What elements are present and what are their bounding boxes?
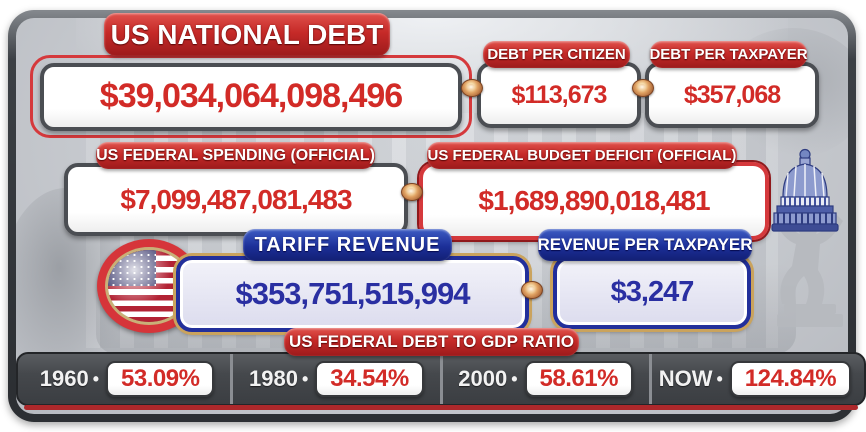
debt-per-taxpayer-title: DEBT PER TAXPAYER bbox=[649, 41, 808, 68]
gdp-cell-1960: 1960 • 53.09% bbox=[24, 354, 230, 404]
budget-deficit-title: US FEDERAL BUDGET DEFICIT (OFFICIAL) bbox=[427, 142, 737, 169]
national-debt-value: $39,034,064,098,496 bbox=[99, 77, 403, 115]
link-bead-icon bbox=[461, 79, 483, 97]
tariff-revenue-title: TARIFF REVENUE bbox=[243, 229, 452, 261]
debt-per-citizen-title: DEBT PER CITIZEN bbox=[483, 41, 630, 68]
link-bead-icon bbox=[401, 183, 423, 201]
debt-per-taxpayer-value: $357,068 bbox=[683, 80, 781, 109]
federal-spending-value: $7,099,487,081,483 bbox=[120, 183, 352, 215]
gdp-year-label: 2000 bbox=[458, 366, 508, 391]
link-bead-icon bbox=[632, 79, 654, 97]
debt-per-taxpayer-box: $357,068 bbox=[645, 62, 819, 128]
gdp-cell-2000: 2000 • 58.61% bbox=[439, 354, 649, 404]
national-debt-outline: $39,034,064,098,496 bbox=[30, 55, 472, 138]
gdp-value: 124.84% bbox=[744, 365, 837, 392]
revenue-per-taxpayer-box: $3,247 bbox=[553, 256, 751, 329]
gdp-value: 34.54% bbox=[330, 365, 409, 392]
budget-deficit-value: $1,689,890,018,481 bbox=[478, 185, 710, 216]
gdp-year-label: 1980 bbox=[249, 366, 298, 391]
capitol-dome-icon bbox=[771, 148, 839, 232]
federal-spending-box: $7,099,487,081,483 bbox=[64, 163, 408, 236]
gdp-value-box: 58.61% bbox=[524, 361, 633, 397]
revenue-per-taxpayer-value: $3,247 bbox=[610, 276, 695, 308]
link-bead-icon bbox=[521, 281, 543, 299]
separator-dot: • bbox=[511, 368, 518, 389]
gdp-cell-now: NOW • 124.84% bbox=[648, 354, 858, 404]
gdp-value-box: 124.84% bbox=[729, 361, 852, 397]
revenue-per-taxpayer-title: REVENUE PER TAXPAYER bbox=[537, 229, 753, 261]
gdp-cell-1980: 1980 • 34.54% bbox=[230, 354, 439, 404]
gdp-ratio-bar: 1960 • 53.09% 1980 • 34.54% 2000 • 58.61… bbox=[16, 352, 866, 410]
debt-per-citizen-value: $113,673 bbox=[511, 80, 608, 109]
separator-dot: • bbox=[301, 368, 309, 389]
tariff-revenue-box: $353,751,515,994 bbox=[176, 256, 529, 332]
separator-dot: • bbox=[92, 368, 100, 389]
gdp-ratio-title: US FEDERAL DEBT TO GDP RATIO bbox=[284, 328, 579, 356]
separator-dot: • bbox=[716, 368, 723, 389]
national-debt-title: US NATIONAL DEBT bbox=[104, 13, 390, 56]
national-debt-box: $39,034,064,098,496 bbox=[40, 62, 462, 131]
debt-per-citizen-box: $113,673 bbox=[477, 62, 641, 128]
tariff-revenue-value: $353,751,515,994 bbox=[235, 276, 471, 311]
gdp-year-label: NOW bbox=[658, 366, 713, 391]
gdp-value-box: 53.09% bbox=[106, 361, 215, 397]
gdp-value: 53.09% bbox=[121, 365, 200, 392]
gdp-value-box: 34.54% bbox=[315, 361, 424, 397]
federal-spending-title: US FEDERAL SPENDING (OFFICIAL) bbox=[96, 142, 375, 169]
gdp-year-label: 1960 bbox=[39, 366, 89, 391]
gdp-value: 58.61% bbox=[539, 365, 619, 392]
